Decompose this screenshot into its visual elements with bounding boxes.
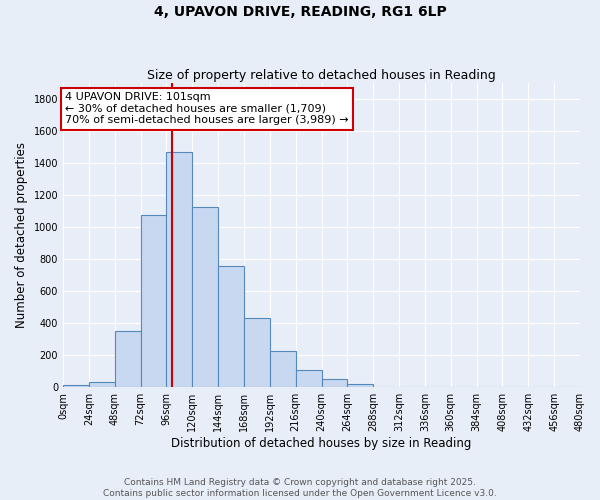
Y-axis label: Number of detached properties: Number of detached properties: [15, 142, 28, 328]
Bar: [166, 152, 192, 388]
Text: Contains HM Land Registry data © Crown copyright and database right 2025.
Contai: Contains HM Land Registry data © Crown c…: [103, 478, 497, 498]
Bar: [244, 318, 270, 388]
Bar: [218, 266, 244, 388]
Bar: [322, 378, 347, 388]
Text: 4 UPAVON DRIVE: 101sqm
← 30% of detached houses are smaller (1,709)
70% of semi-: 4 UPAVON DRIVE: 101sqm ← 30% of detached…: [65, 92, 349, 125]
Bar: [296, 370, 322, 388]
Bar: [63, 385, 89, 388]
Text: 4, UPAVON DRIVE, READING, RG1 6LP: 4, UPAVON DRIVE, READING, RG1 6LP: [154, 5, 446, 19]
Bar: [192, 207, 218, 388]
Bar: [140, 215, 166, 388]
Bar: [89, 382, 115, 388]
Bar: [270, 352, 296, 388]
Bar: [115, 330, 140, 388]
Bar: [347, 384, 373, 388]
X-axis label: Distribution of detached houses by size in Reading: Distribution of detached houses by size …: [172, 437, 472, 450]
Title: Size of property relative to detached houses in Reading: Size of property relative to detached ho…: [147, 69, 496, 82]
